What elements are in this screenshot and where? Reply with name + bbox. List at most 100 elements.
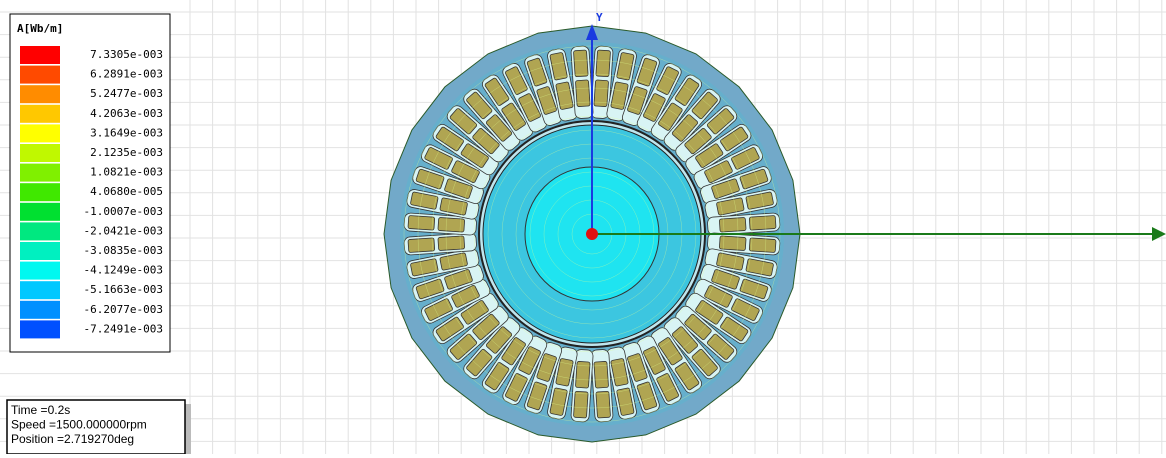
legend-label: -7.2491e-003 [84, 322, 163, 335]
legend-swatch [20, 300, 60, 319]
coil [610, 358, 629, 387]
slot [700, 263, 772, 302]
coil [573, 49, 589, 78]
coil [407, 215, 436, 231]
legend-swatch [20, 144, 60, 162]
coil [711, 178, 740, 199]
info-line: Speed =1500.000000rpm [11, 418, 147, 432]
coil [484, 362, 510, 391]
coil [643, 346, 666, 375]
slot [403, 232, 477, 256]
slot [412, 166, 484, 205]
coil [435, 316, 464, 342]
slot [704, 248, 778, 279]
info-line: Time =0.2s [11, 403, 70, 417]
slot [547, 346, 578, 420]
legend-label: -5.1663e-003 [84, 283, 163, 296]
coil [466, 91, 493, 120]
coil [691, 348, 718, 377]
coil [627, 353, 648, 382]
slot [590, 349, 614, 423]
coil [704, 285, 733, 308]
coil [439, 197, 468, 216]
legend-swatch [20, 85, 60, 104]
coil [674, 362, 700, 391]
coil [424, 298, 453, 321]
coil [636, 57, 658, 87]
coil [691, 91, 718, 120]
coil [616, 387, 635, 416]
slot [446, 305, 509, 363]
coil [656, 373, 679, 402]
coil [595, 390, 611, 419]
legend-label: 1.0821e-003 [90, 166, 163, 179]
slot [570, 45, 594, 119]
coil [706, 108, 735, 135]
coil [593, 79, 609, 107]
coil [720, 126, 749, 152]
legend-swatch [20, 261, 60, 280]
legend-label: 2.1235e-003 [90, 146, 163, 159]
coil [555, 358, 574, 387]
slot [406, 248, 480, 279]
legend-swatch [20, 242, 60, 260]
coil [674, 77, 700, 106]
info-line: Position =2.719270deg [11, 432, 134, 446]
coil [526, 57, 548, 87]
coil [706, 333, 735, 360]
coil [449, 108, 478, 135]
coil [575, 361, 591, 389]
coil [424, 147, 453, 170]
slot [406, 189, 480, 220]
coil [616, 52, 635, 81]
legend-label: 7.3305e-003 [90, 48, 163, 61]
coil [731, 298, 760, 321]
legend-label: -2.0421e-003 [84, 224, 163, 237]
coil [518, 346, 541, 375]
legend-swatch [20, 46, 60, 64]
coil [449, 333, 478, 360]
legend-label: 4.2063e-003 [90, 107, 163, 120]
y-axis-label: Y [596, 11, 603, 24]
coil [526, 381, 548, 411]
coil [748, 215, 777, 231]
coil [415, 168, 445, 190]
legend-swatch [20, 320, 60, 339]
coil [555, 81, 574, 110]
coil [704, 160, 733, 183]
slot [463, 88, 521, 151]
legend-label: 4.0680e-005 [90, 185, 163, 198]
legend-label: -1.0007e-003 [84, 205, 163, 218]
coil [451, 285, 480, 308]
coil [407, 237, 436, 253]
legend-label: -6.2077e-003 [84, 303, 163, 316]
coil [444, 178, 473, 199]
coil [437, 217, 465, 233]
coil [549, 52, 568, 81]
y-axis-arrow [586, 24, 598, 40]
coil [593, 361, 609, 389]
coil [636, 381, 658, 411]
info-shadow [183, 404, 191, 454]
slot [707, 212, 781, 236]
coil [656, 66, 679, 95]
coil [444, 269, 473, 290]
legend-swatch [20, 124, 60, 143]
legend-label: -3.0835e-003 [84, 244, 163, 257]
coil [745, 258, 774, 277]
info-box [6, 399, 186, 455]
x-axis-arrow [1152, 227, 1166, 241]
legend-swatch [20, 222, 60, 241]
slot [524, 342, 563, 414]
legend-swatch [20, 163, 60, 182]
coil [731, 147, 760, 170]
coil [643, 93, 666, 122]
legend-label: 5.2477e-003 [90, 87, 163, 100]
coil [627, 86, 648, 115]
coil [466, 348, 493, 377]
coil [595, 49, 611, 78]
coil [451, 160, 480, 183]
slot [700, 166, 772, 205]
coil [739, 168, 769, 190]
coil [720, 316, 749, 342]
